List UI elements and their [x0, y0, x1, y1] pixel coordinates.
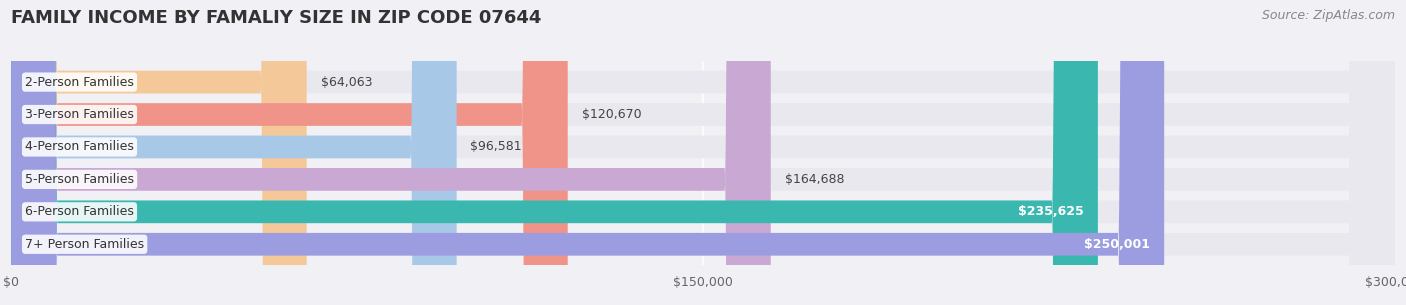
Text: $64,063: $64,063	[321, 76, 373, 88]
Text: $96,581: $96,581	[471, 141, 522, 153]
Text: $164,688: $164,688	[785, 173, 844, 186]
FancyBboxPatch shape	[11, 0, 770, 305]
FancyBboxPatch shape	[11, 0, 457, 305]
Text: 3-Person Families: 3-Person Families	[25, 108, 134, 121]
Text: 2-Person Families: 2-Person Families	[25, 76, 134, 88]
Text: 7+ Person Families: 7+ Person Families	[25, 238, 145, 251]
Text: 4-Person Families: 4-Person Families	[25, 141, 134, 153]
Text: Source: ZipAtlas.com: Source: ZipAtlas.com	[1261, 9, 1395, 22]
FancyBboxPatch shape	[11, 0, 307, 305]
FancyBboxPatch shape	[11, 0, 1164, 305]
Text: FAMILY INCOME BY FAMALIY SIZE IN ZIP CODE 07644: FAMILY INCOME BY FAMALIY SIZE IN ZIP COD…	[11, 9, 541, 27]
Text: 5-Person Families: 5-Person Families	[25, 173, 134, 186]
Text: $250,001: $250,001	[1084, 238, 1150, 251]
FancyBboxPatch shape	[11, 0, 568, 305]
FancyBboxPatch shape	[11, 0, 1395, 305]
FancyBboxPatch shape	[11, 0, 1395, 305]
FancyBboxPatch shape	[11, 0, 1395, 305]
FancyBboxPatch shape	[11, 0, 1395, 305]
Text: $235,625: $235,625	[1018, 205, 1084, 218]
Text: 6-Person Families: 6-Person Families	[25, 205, 134, 218]
FancyBboxPatch shape	[11, 0, 1395, 305]
FancyBboxPatch shape	[11, 0, 1395, 305]
Text: $120,670: $120,670	[582, 108, 641, 121]
FancyBboxPatch shape	[11, 0, 1098, 305]
